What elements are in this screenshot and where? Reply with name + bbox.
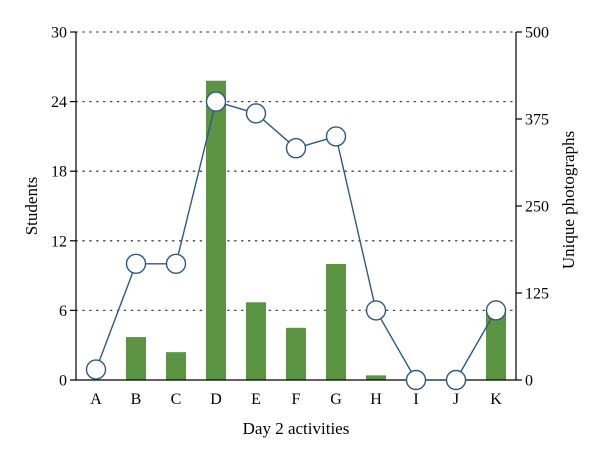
y-tick-label-1: 6 (59, 303, 67, 320)
y2-tick-label-2: 250 (525, 199, 549, 216)
y-axis-title: Students (22, 177, 41, 236)
line-point-H (365, 300, 387, 321)
line-point-C (165, 253, 187, 274)
y-tick-label-0: 0 (59, 373, 67, 390)
y2-axis-title: Unique photographs (559, 131, 578, 269)
y2-tick-label-0: 0 (525, 373, 533, 390)
line-point-D (205, 91, 227, 112)
x-tick-label-F: F (292, 391, 301, 408)
y2-tick-label-4: 500 (525, 25, 549, 42)
line-point-K (485, 300, 507, 321)
bar-C (166, 352, 186, 380)
x-tick-label-D: D (210, 391, 222, 408)
x-axis-title: Day 2 activities (243, 419, 350, 438)
bar-F (286, 327, 306, 380)
grid-lines (75, 31, 517, 312)
line-point-B (125, 253, 147, 274)
x-tick-label-A: A (90, 391, 102, 408)
tick-labels: 0 6 12 18 24 30 0 125 250 375 500 A B C D E F G H I J K (51, 25, 549, 409)
x-tick-label-H: H (370, 391, 382, 408)
y-tick-label-4: 24 (51, 94, 67, 111)
line-point-F (285, 138, 307, 159)
bar-K (486, 310, 506, 380)
line-point-A (85, 359, 107, 380)
x-tick-label-J: J (453, 391, 459, 408)
x-tick-label-K: K (490, 391, 502, 408)
x-tick-label-G: G (330, 391, 342, 408)
line-point-E (245, 103, 267, 124)
bar-D (206, 80, 226, 380)
bar-G (326, 264, 346, 380)
y-tick-label-3: 18 (51, 164, 67, 181)
x-tick-label-E: E (251, 391, 261, 408)
bar-B (126, 337, 146, 380)
x-tick-label-C: C (171, 391, 182, 408)
bar-E (246, 302, 266, 380)
line-point-I (405, 369, 427, 391)
line-markers (85, 91, 507, 391)
bar-H (366, 375, 386, 380)
y2-tick-label-3: 375 (525, 112, 549, 129)
bar-series (126, 80, 506, 380)
y-tick-label-5: 30 (51, 25, 67, 42)
y2-tick-label-1: 125 (525, 286, 549, 303)
line-point-J (445, 369, 467, 391)
line-point-G (325, 126, 347, 147)
x-tick-label-B: B (131, 391, 142, 408)
x-tick-label-I: I (413, 391, 418, 408)
y-tick-label-2: 12 (51, 233, 67, 250)
